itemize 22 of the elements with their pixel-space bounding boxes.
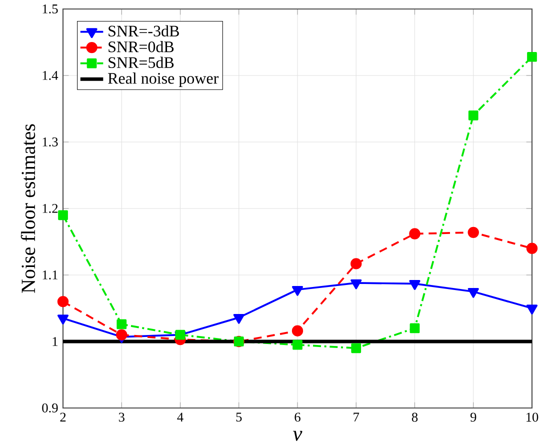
x-tick-label: 7 (354, 412, 360, 422)
y-tick-label: 1.2 (42, 204, 58, 213)
y-tick-label: 1.3 (42, 137, 58, 146)
legend-label: SNR=0dB (108, 40, 174, 52)
x-axis-title: v (293, 430, 302, 441)
y-tick-label: 1.4 (42, 70, 58, 80)
x-tick-label: 5 (236, 412, 242, 422)
x-tick-label: 9 (470, 412, 476, 422)
x-tick-label: 3 (118, 412, 124, 422)
y-tick-label: 0.9 (42, 403, 58, 412)
y-tick-label: 1.1 (42, 270, 58, 280)
x-tick-label: 10 (526, 412, 538, 422)
x-tick-label: 8 (412, 412, 418, 422)
y-axis-title: Noise floor estimates (20, 124, 36, 293)
legend-label: Real noise power (108, 72, 219, 87)
legend-label: SNR=-3dB (108, 25, 179, 36)
x-tick-label: 2 (60, 412, 66, 422)
legend-label: SNR=5dB (108, 56, 174, 68)
x-tick-label: 4 (177, 412, 184, 422)
y-tick-label: 1.5 (42, 4, 58, 14)
y-tick-label: 1 (52, 336, 58, 346)
x-tick-label: 6 (294, 412, 300, 422)
